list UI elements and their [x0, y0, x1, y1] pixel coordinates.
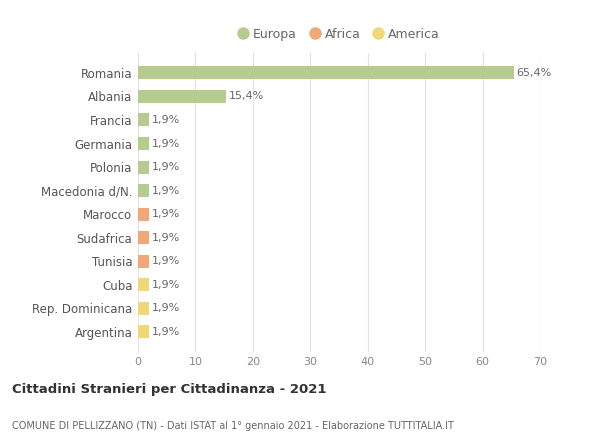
- Text: 1,9%: 1,9%: [152, 280, 180, 290]
- Bar: [138, 137, 149, 150]
- Bar: [138, 302, 149, 315]
- Bar: [138, 326, 149, 338]
- Bar: [138, 161, 149, 173]
- Bar: [138, 90, 226, 103]
- Text: 1,9%: 1,9%: [152, 186, 180, 196]
- Text: 1,9%: 1,9%: [152, 162, 180, 172]
- Bar: [138, 184, 149, 197]
- Bar: [138, 114, 149, 126]
- Text: 65,4%: 65,4%: [517, 68, 552, 78]
- Text: 1,9%: 1,9%: [152, 115, 180, 125]
- Bar: [138, 279, 149, 291]
- Text: 1,9%: 1,9%: [152, 209, 180, 219]
- Bar: [138, 208, 149, 220]
- Text: 1,9%: 1,9%: [152, 303, 180, 313]
- Text: Cittadini Stranieri per Cittadinanza - 2021: Cittadini Stranieri per Cittadinanza - 2…: [12, 383, 326, 396]
- Text: 1,9%: 1,9%: [152, 139, 180, 149]
- Text: 1,9%: 1,9%: [152, 256, 180, 266]
- Bar: [138, 231, 149, 244]
- Bar: [138, 66, 514, 79]
- Legend: Europa, Africa, America: Europa, Africa, America: [233, 23, 445, 46]
- Text: 1,9%: 1,9%: [152, 327, 180, 337]
- Text: 1,9%: 1,9%: [152, 233, 180, 243]
- Bar: [138, 255, 149, 268]
- Text: 15,4%: 15,4%: [229, 92, 265, 102]
- Text: COMUNE DI PELLIZZANO (TN) - Dati ISTAT al 1° gennaio 2021 - Elaborazione TUTTITA: COMUNE DI PELLIZZANO (TN) - Dati ISTAT a…: [12, 421, 454, 431]
